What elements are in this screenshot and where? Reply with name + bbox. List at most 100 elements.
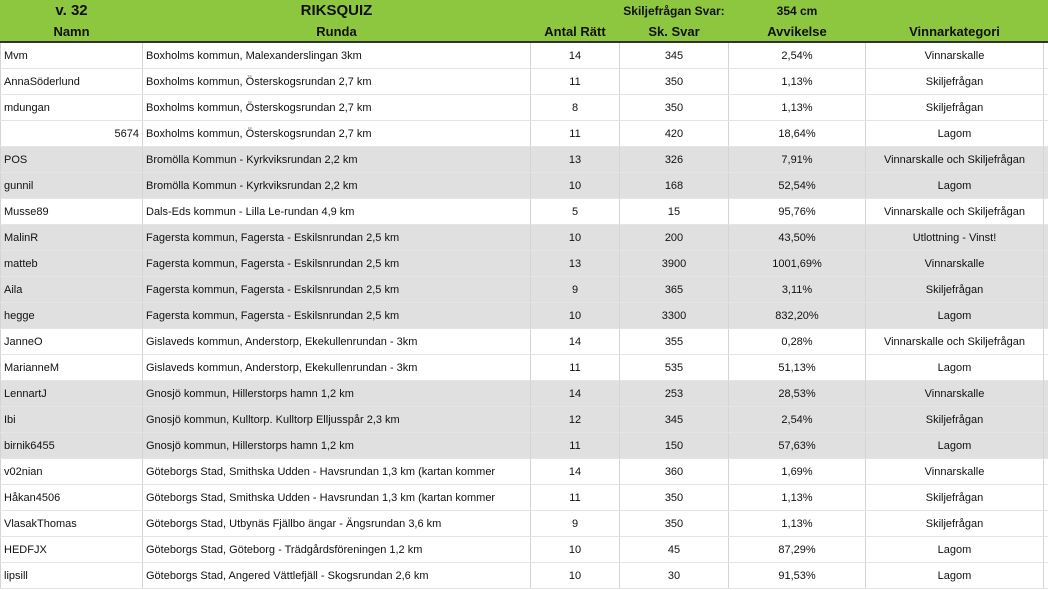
cell: mdungan — [0, 94, 143, 121]
cell: Fagersta kommun, Fagersta - Eskilsnrunda… — [142, 250, 531, 277]
cell: Lagom — [865, 562, 1044, 589]
cell: Skiljefrågan — [865, 68, 1044, 95]
cell: Utlottning - Vinst! — [865, 224, 1044, 251]
cell: 832,20% — [728, 302, 866, 329]
row: Håkan4506 Göteborgs Stad, Smithska Udden … — [0, 484, 1048, 511]
cell: 365 — [619, 276, 729, 303]
cell: Dals-Eds kommun - Lilla Le-rundan 4,9 km — [142, 198, 531, 225]
cell: birnik6455 — [0, 432, 143, 459]
row: LennartJ Gnosjö kommun, Hillerstorps hamn… — [0, 380, 1048, 407]
cell: HEDFJX — [0, 536, 143, 563]
cell: 10 — [530, 536, 620, 563]
cell: AnnaSöderlund — [0, 68, 143, 95]
cell: Gnosjö kommun, Kulltorp. Kulltorp Elljus… — [142, 406, 531, 433]
cell: Lagom — [865, 172, 1044, 199]
cell: Lagom — [865, 536, 1044, 563]
cell: 18,64% — [728, 120, 866, 147]
cell: 350 — [619, 484, 729, 511]
cell: 91,53% — [728, 562, 866, 589]
cell: gunnil — [0, 172, 143, 199]
cell: 1001,69% — [728, 250, 866, 277]
cell: Vinnarskalle och Skiljefrågan — [865, 198, 1044, 225]
cell: Skiljefrågan — [865, 510, 1044, 537]
header-row: v. 32 RIKSQUIZ Skiljefrågan Svar: 354 cm — [0, 0, 1048, 21]
cell: 10 — [530, 302, 620, 329]
answer-label: Skiljefrågan Svar: — [619, 0, 729, 21]
column-header: Antal Rätt — [530, 21, 620, 43]
cell — [1043, 94, 1048, 121]
row: Musse89 Dals-Eds kommun - Lilla Le-rundan… — [0, 198, 1048, 225]
cell: 14 — [530, 328, 620, 355]
cell: Bromölla Kommun - Kyrkviksrundan 2,2 km — [142, 172, 531, 199]
cell: 1,13% — [728, 510, 866, 537]
cell: Gislaveds kommun, Anderstorp, Ekekullenr… — [142, 328, 531, 355]
cell: 11 — [530, 68, 620, 95]
cell: Vinnarskalle — [865, 458, 1044, 485]
cell: Fagersta kommun, Fagersta - Eskilsnrunda… — [142, 302, 531, 329]
cell: 57,63% — [728, 432, 866, 459]
cell: Boxholms kommun, Österskogsrundan 2,7 km — [142, 94, 531, 121]
cell: 360 — [619, 458, 729, 485]
cell: Lagom — [865, 432, 1044, 459]
cell: Vinnarskalle — [865, 42, 1044, 69]
cell: 150 — [619, 432, 729, 459]
cell: 3,11% — [728, 276, 866, 303]
cell: Fagersta kommun, Fagersta - Eskilsnrunda… — [142, 224, 531, 251]
cell — [1043, 510, 1048, 537]
cell: hegge — [0, 302, 143, 329]
column-header: Vinnarkategori — [865, 21, 1044, 43]
cell: 13 — [530, 146, 620, 173]
cell: 51,13% — [728, 354, 866, 381]
cell: Mvm — [0, 42, 143, 69]
row: Mvm Boxholms kommun, Malexanderslingan 3k… — [0, 42, 1048, 69]
cell: 2,54% — [728, 406, 866, 433]
cell — [1043, 68, 1048, 95]
cell: 350 — [619, 68, 729, 95]
cell: LennartJ — [0, 380, 143, 407]
column-header: Runda — [142, 21, 531, 43]
cell: 1,13% — [728, 484, 866, 511]
cell: Fagersta kommun, Fagersta - Eskilsnrunda… — [142, 276, 531, 303]
cell: 1,13% — [728, 68, 866, 95]
cell: 535 — [619, 354, 729, 381]
row: AnnaSöderlund Boxholms kommun, Österskogs… — [0, 68, 1048, 95]
row: lipsill Göteborgs Stad, Angered Vättlefjä… — [0, 562, 1048, 589]
cell: 52,54% — [728, 172, 866, 199]
cell: Aila — [0, 276, 143, 303]
cell: 3300 — [619, 302, 729, 329]
cell — [1043, 146, 1048, 173]
row: gunnil Bromölla Kommun - Kyrkviksrundan 2… — [0, 172, 1048, 199]
cell: Gislaveds kommun, Anderstorp, Ekekullenr… — [142, 354, 531, 381]
cell — [1043, 562, 1048, 589]
cell: 14 — [530, 380, 620, 407]
cell — [1043, 276, 1048, 303]
cell: 168 — [619, 172, 729, 199]
cell: Gnosjö kommun, Hillerstorps hamn 1,2 km — [142, 432, 531, 459]
cell: 8 — [530, 94, 620, 121]
cell: 345 — [619, 42, 729, 69]
cell: Lagom — [865, 354, 1044, 381]
row: mdungan Boxholms kommun, Österskogsrundan… — [0, 94, 1048, 121]
cell — [530, 0, 620, 21]
row: JanneO Gislaveds kommun, Anderstorp, Ekek… — [0, 328, 1048, 355]
cell: Göteborgs Stad, Smithska Udden - Havsrun… — [142, 458, 531, 485]
row: MarianneM Gislaveds kommun, Anderstorp, E… — [0, 354, 1048, 381]
cell: 87,29% — [728, 536, 866, 563]
cell: Håkan4506 — [0, 484, 143, 511]
column-header: Sk. Svar — [619, 21, 729, 43]
cell: 11 — [530, 354, 620, 381]
cell — [1043, 302, 1048, 329]
cell: Göteborgs Stad, Smithska Udden - Havsrun… — [142, 484, 531, 511]
cell: 9 — [530, 276, 620, 303]
cell: 3900 — [619, 250, 729, 277]
cell — [1043, 198, 1048, 225]
cell: 9 — [530, 510, 620, 537]
cell: 95,76% — [728, 198, 866, 225]
cell: 11 — [530, 484, 620, 511]
row: hegge Fagersta kommun, Fagersta - Eskilsn… — [0, 302, 1048, 329]
cell: Gnosjö kommun, Hillerstorps hamn 1,2 km — [142, 380, 531, 407]
cell: 12 — [530, 406, 620, 433]
